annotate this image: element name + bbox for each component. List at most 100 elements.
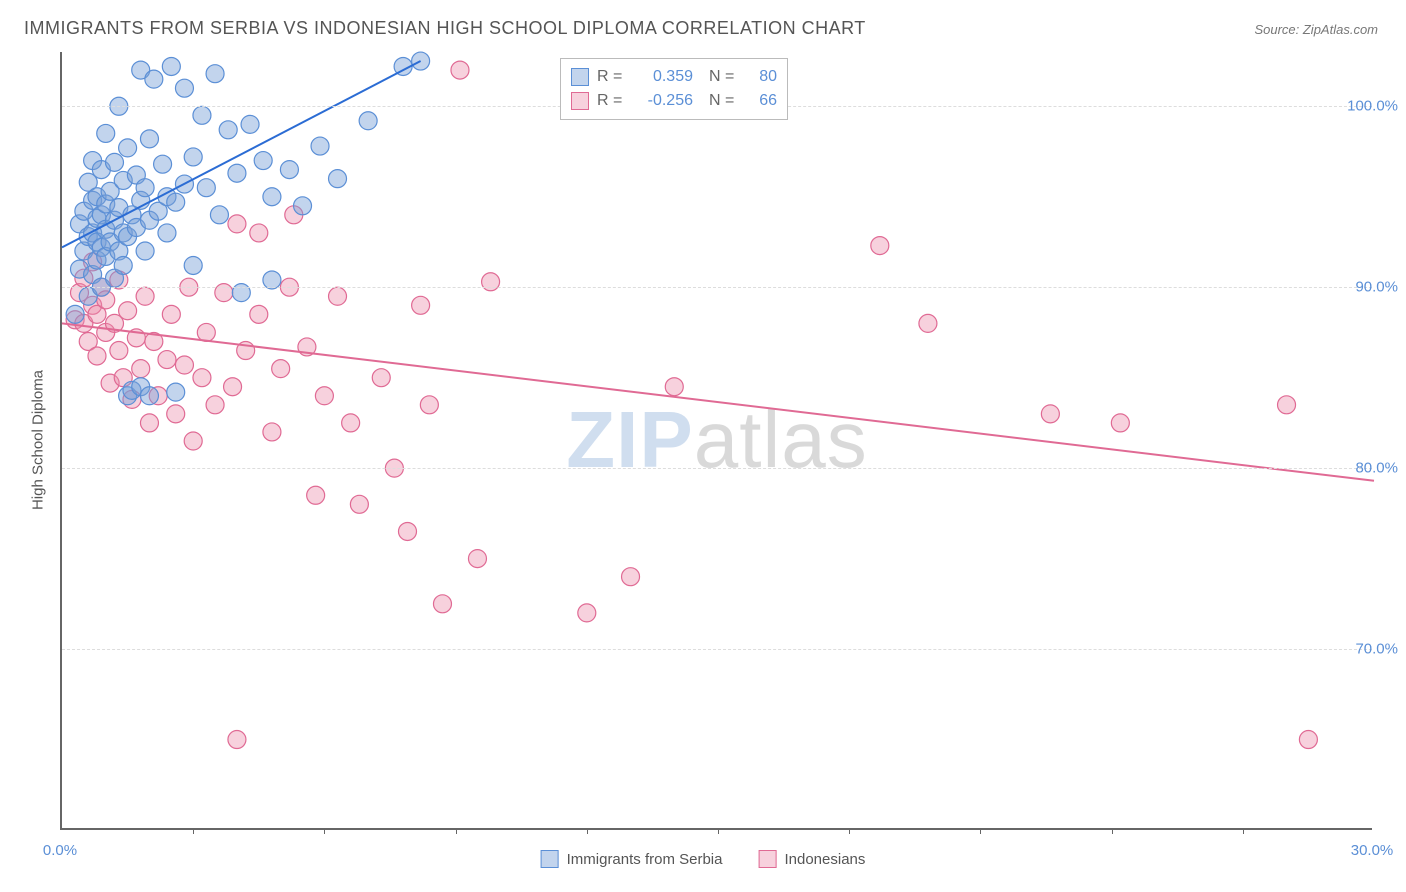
gridline-h [62,468,1372,469]
y-tick-label: 90.0% [1355,279,1398,296]
scatter-point [315,387,333,405]
scatter-point [919,314,937,332]
scatter-point [66,305,84,323]
scatter-point [329,287,347,305]
r-label: R = [597,68,625,86]
legend-stats-row: R =0.359N =80 [571,65,777,89]
y-tick-label: 100.0% [1347,98,1398,115]
x-minor-tick [718,828,719,834]
scatter-point [241,115,259,133]
scatter-point [1278,396,1296,414]
scatter-point [210,206,228,224]
source-label: Source: ZipAtlas.com [1254,22,1378,37]
scatter-point [184,148,202,166]
y-tick-label: 70.0% [1355,641,1398,658]
r-value: 0.359 [633,68,693,86]
scatter-point [311,137,329,155]
scatter-point [162,57,180,75]
scatter-point [193,106,211,124]
n-value: 66 [747,92,777,110]
scatter-point [250,224,268,242]
x-minor-tick [849,828,850,834]
gridline-h [62,649,1372,650]
scatter-point [272,360,290,378]
legend-swatch [758,850,776,868]
scatter-point [136,179,154,197]
scatter-point [342,414,360,432]
scatter-point [88,347,106,365]
legend-swatch [571,92,589,110]
scatter-point [871,237,889,255]
gridline-h [62,287,1372,288]
scatter-point [224,378,242,396]
scatter-point [145,70,163,88]
legend-item: Indonesians [758,850,865,868]
scatter-point [294,197,312,215]
x-minor-tick [193,828,194,834]
scatter-point [1299,731,1317,749]
scatter-point [280,161,298,179]
scatter-point [184,432,202,450]
y-axis-label: High School Diploma [30,370,47,510]
x-tick-label: 0.0% [43,842,77,859]
scatter-point [132,360,150,378]
scatter-point [140,130,158,148]
legend-swatch [571,68,589,86]
legend-swatch [541,850,559,868]
scatter-point [136,287,154,305]
plot-svg [62,52,1372,828]
scatter-point [665,378,683,396]
scatter-point [197,179,215,197]
scatter-point [97,124,115,142]
scatter-point [398,522,416,540]
x-minor-tick [456,828,457,834]
scatter-point [119,302,137,320]
scatter-point [140,387,158,405]
scatter-point [622,568,640,586]
scatter-point [136,242,154,260]
scatter-point [110,342,128,360]
scatter-point [154,155,172,173]
scatter-point [167,193,185,211]
scatter-point [228,731,246,749]
scatter-point [412,296,430,314]
x-minor-tick [1112,828,1113,834]
scatter-point [359,112,377,130]
y-tick-label: 80.0% [1355,460,1398,477]
scatter-point [193,369,211,387]
n-label: N = [709,92,739,110]
scatter-point [184,256,202,274]
scatter-point [250,305,268,323]
legend-stats-box: R =0.359N =80R =-0.256N =66 [560,58,788,120]
scatter-point [105,153,123,171]
scatter-point [263,423,281,441]
scatter-point [1111,414,1129,432]
scatter-point [451,61,469,79]
scatter-point [158,351,176,369]
legend-label: Indonesians [784,851,865,868]
scatter-point [206,65,224,83]
scatter-point [175,79,193,97]
legend-stats-row: R =-0.256N =66 [571,89,777,113]
legend-label: Immigrants from Serbia [567,851,723,868]
scatter-point [263,188,281,206]
trend-line [62,323,1374,480]
x-tick-label: 30.0% [1351,842,1394,859]
scatter-point [197,323,215,341]
scatter-point [307,486,325,504]
n-label: N = [709,68,739,86]
scatter-point [578,604,596,622]
legend-bottom: Immigrants from Serbia Indonesians [541,850,866,868]
scatter-point [162,305,180,323]
scatter-point [140,414,158,432]
scatter-point [420,396,438,414]
x-minor-tick [980,828,981,834]
r-label: R = [597,92,625,110]
scatter-point [329,170,347,188]
scatter-point [158,224,176,242]
scatter-point [372,369,390,387]
scatter-point [412,52,430,70]
x-minor-tick [587,828,588,834]
scatter-point [228,215,246,233]
scatter-point [350,495,368,513]
